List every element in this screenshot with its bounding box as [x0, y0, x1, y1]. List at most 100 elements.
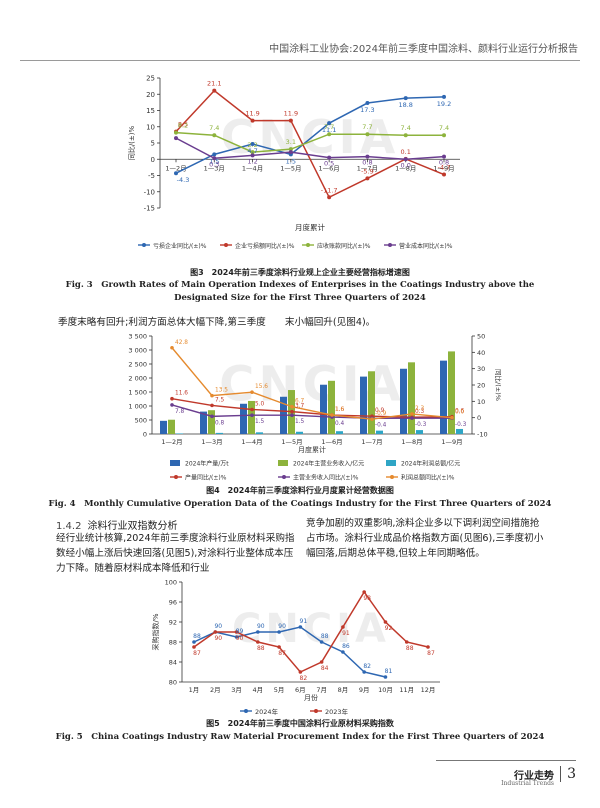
series-line: [171, 347, 453, 420]
data-point: [327, 121, 332, 126]
y-tick-label-left: 1 500: [128, 389, 147, 397]
data-label: 87: [278, 650, 286, 657]
data-point: [442, 172, 446, 177]
x-tick-label: 2月: [210, 686, 221, 694]
bar: [400, 368, 407, 434]
data-point: [442, 94, 446, 99]
running-header: 中国涂料工业协会:2024年前三季度中国涂料、颜料行业运行分析报告: [269, 44, 578, 55]
footer-rule: [436, 760, 576, 761]
data-label: 7.4: [209, 124, 219, 132]
legend-label: 主营业务收入同比/(±)%: [293, 474, 359, 482]
body-paragraph-left: 经行业统计核算,2024年前三季度涂料行业原材料采购指数经小幅上涨后快速回落(见…: [56, 533, 295, 574]
legend-swatch-marker: [174, 475, 178, 479]
legend-swatch-marker: [306, 243, 310, 247]
legend-swatch-marker: [244, 709, 248, 713]
data-label: 0.0: [455, 410, 465, 416]
y-tick-label-right: -10: [477, 431, 488, 439]
data-point: [410, 412, 414, 416]
data-label: 11.9: [245, 110, 259, 118]
y-tick-label: 15: [146, 107, 155, 115]
y-axis-title: 同比/(±)%: [127, 125, 136, 160]
data-label: 19.2: [437, 100, 451, 108]
data-point: [212, 133, 217, 138]
legend-label: 2024年: [255, 707, 279, 716]
bar: [408, 362, 415, 434]
data-point: [256, 630, 260, 634]
data-point: [341, 650, 345, 654]
bar: [328, 380, 335, 434]
data-label: 0.8: [215, 420, 225, 426]
data-label: 3.7: [295, 404, 305, 410]
bar: [376, 430, 383, 434]
bar: [240, 403, 247, 434]
x-tick-label: 1—6月: [321, 438, 342, 446]
y-tick-label: 0: [151, 156, 155, 164]
data-label: 86: [342, 643, 350, 650]
legend-label: 企业亏损额同比/(±)%: [235, 242, 295, 250]
data-label: 0.5: [324, 160, 334, 168]
data-point: [170, 396, 174, 401]
series-line: [171, 398, 453, 418]
page-number: 3: [560, 766, 576, 782]
data-label: -0.3: [455, 422, 467, 428]
y-tick-label-left: 3 000: [128, 347, 147, 355]
data-point: [210, 403, 214, 408]
data-label: 0.9: [375, 408, 385, 414]
x-tick-label: 1—4月: [242, 164, 263, 172]
data-point: [250, 407, 254, 412]
data-point: [250, 390, 254, 394]
fig4-caption-cn: 图4 2024年前三季度涂料行业月度累计经营数据图: [206, 486, 394, 495]
data-point: [290, 413, 294, 418]
legend-label: 营业成本同比/(±)%: [399, 242, 453, 250]
data-label: 90: [214, 635, 222, 642]
x-tick-label: 6月: [295, 686, 306, 694]
x-tick-label: 9月: [359, 686, 370, 694]
data-point: [450, 415, 454, 420]
data-label: -4.3: [177, 176, 190, 184]
data-label: 7.7: [362, 123, 372, 131]
legend-label: 2024年产量/万t: [185, 460, 229, 468]
y-tick-label: -10: [144, 188, 155, 196]
data-label: 89: [236, 628, 244, 635]
data-point: [170, 403, 174, 407]
data-point: [319, 640, 324, 644]
data-label: 92: [385, 625, 393, 632]
y-tick-label: 10: [146, 123, 155, 131]
data-label: 98: [363, 595, 371, 602]
data-point: [288, 147, 293, 152]
data-label: 42.8: [175, 340, 188, 346]
y-tick-label-right: 50: [477, 333, 485, 341]
x-tick-label: 1—3月: [201, 438, 222, 446]
journal-name-en: Industrial Trends: [501, 780, 554, 787]
y-tick-label-left: 2 500: [128, 361, 147, 369]
fig4-caption-en: Fig. 4 Monthly Cumulative Operation Data…: [48, 499, 552, 509]
bar: [168, 419, 175, 434]
data-label: 1.2: [247, 157, 257, 165]
data-point: [250, 150, 255, 155]
data-label: 84: [321, 665, 329, 672]
data-point: [403, 133, 408, 138]
body-paragraph-right: 竞争加剧的双重影响,涂料企业多以下调利润空间措施抢占市场。涂料行业成品价格指数方…: [306, 518, 544, 559]
data-point: [319, 660, 324, 664]
bar: [208, 410, 215, 434]
data-label: 18.8: [398, 101, 412, 109]
x-tick-label: 1—6月: [319, 164, 340, 172]
data-label: 11.1: [322, 126, 336, 134]
data-point: [210, 414, 214, 419]
data-label: 7.4: [439, 124, 449, 132]
data-point: [365, 154, 370, 159]
data-point: [341, 625, 345, 629]
x-tick-label: 1—4月: [241, 438, 262, 446]
data-label: 7.8: [175, 409, 185, 415]
data-point: [298, 625, 303, 629]
legend-label: 产量同比/(±)%: [185, 474, 227, 482]
y-tick-label: 84: [169, 659, 177, 667]
data-label: 3.1: [286, 138, 296, 146]
y-tick-label-left: 3 500: [128, 333, 147, 341]
legend-swatch-marker: [282, 475, 286, 479]
legend-swatch-marker: [142, 243, 146, 247]
data-label: 15.6: [255, 384, 268, 390]
header-rule: [20, 60, 580, 61]
bar: [296, 431, 303, 434]
data-point: [170, 345, 174, 350]
